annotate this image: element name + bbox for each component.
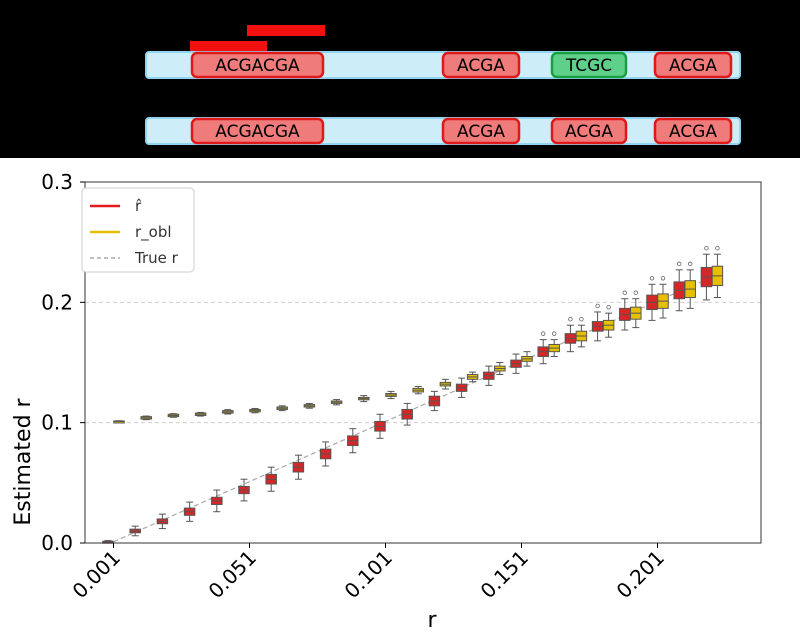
r-hat-box bbox=[537, 331, 549, 365]
y-tick-label: 0.2 bbox=[41, 290, 73, 314]
x-tick-labels: 0.001 0.051 0.101 0.151 0.201 bbox=[68, 543, 669, 603]
r-obl-box bbox=[113, 420, 125, 424]
r-hat-box bbox=[455, 377, 468, 398]
r-obl-box bbox=[194, 411, 207, 417]
r-hat-box bbox=[183, 501, 196, 522]
read-bar-lower bbox=[190, 41, 267, 51]
strand-top-blocks: ACGACGA ACGA TCGC ACGA bbox=[190, 51, 733, 79]
bot-block-label-3: ACGA bbox=[669, 122, 717, 142]
r-hat-box bbox=[510, 353, 522, 374]
y-tick-label: 0.3 bbox=[41, 170, 73, 194]
r-obl-box bbox=[167, 413, 180, 418]
y-tick-label: 0.0 bbox=[41, 531, 73, 555]
plot-frame bbox=[84, 181, 762, 544]
r-obl-box bbox=[222, 409, 234, 415]
x-tick-label: 0.151 bbox=[476, 546, 533, 603]
bot-block-label-2: ACGA bbox=[565, 122, 613, 142]
r-hat-box bbox=[238, 478, 250, 502]
r-hat-box bbox=[401, 402, 413, 426]
bot-block-2 bbox=[550, 117, 628, 145]
strand-bottom-blocks: ACGACGA ACGA ACGA ACGA bbox=[190, 117, 733, 145]
boxplot-chart: 0.0 0.1 0.2 0.3 0.001 0.051 0.101 0.151 0.201 r… bbox=[11, 170, 762, 633]
bot-block-1 bbox=[441, 117, 521, 145]
r-obl-box bbox=[276, 405, 288, 412]
r-obl-box bbox=[684, 261, 696, 309]
r-obl-box bbox=[358, 395, 370, 403]
r-hat-box bbox=[211, 489, 223, 513]
r-obl-box bbox=[303, 402, 316, 409]
box-series bbox=[102, 245, 724, 544]
top-block-0 bbox=[190, 51, 325, 79]
x-tick-label: 0.101 bbox=[340, 546, 397, 603]
read-bar-upper bbox=[247, 25, 325, 36]
r-hat-box bbox=[591, 303, 604, 342]
r-hat-box bbox=[619, 290, 631, 331]
r-hat-box bbox=[156, 513, 169, 530]
bot-block-3 bbox=[653, 117, 733, 145]
r-hat-box bbox=[374, 413, 386, 439]
sequence-diagram: ACGACGA ACGA TCGC ACGA ACGACGA ACGA ACGA ACGA bbox=[0, 0, 800, 158]
legend-label: r_obl bbox=[135, 223, 172, 242]
top-block-label-0: ACGACGA bbox=[215, 56, 300, 76]
r-obl-box bbox=[140, 415, 152, 421]
r-hat-box bbox=[564, 316, 577, 353]
bot-block-0 bbox=[190, 117, 325, 145]
x-tick-label: 0.201 bbox=[612, 546, 669, 603]
r-hat-box bbox=[673, 261, 685, 312]
r-obl-box bbox=[711, 245, 724, 299]
r-hat-box bbox=[428, 390, 441, 412]
legend: r̂ r_obl True r bbox=[81, 187, 195, 273]
r-obl-box bbox=[249, 407, 261, 414]
r-hat-box bbox=[265, 466, 277, 492]
r-obl-box bbox=[521, 351, 533, 367]
r-obl-box bbox=[657, 276, 669, 319]
r-obl-box bbox=[630, 290, 642, 329]
r-hat-box bbox=[292, 454, 305, 480]
r-obl-box bbox=[602, 304, 615, 338]
r-obl-box bbox=[548, 331, 560, 357]
legend-frame bbox=[81, 187, 195, 273]
y-tick-label: 0.1 bbox=[41, 411, 73, 435]
r-hat-box bbox=[129, 525, 141, 537]
x-axis-label: r bbox=[427, 608, 437, 633]
r-obl-box bbox=[439, 378, 452, 390]
top-block-label-1: ACGA bbox=[457, 56, 505, 76]
r-obl-box bbox=[385, 390, 397, 400]
r-obl-box bbox=[466, 371, 479, 383]
r-obl-box bbox=[412, 386, 424, 395]
y-tick-labels: 0.0 0.1 0.2 0.3 bbox=[41, 170, 85, 555]
top-block-label-2: TCGC bbox=[565, 56, 612, 76]
legend-label: True r bbox=[134, 249, 179, 267]
x-tick-label: 0.001 bbox=[68, 546, 125, 603]
r-hat-box bbox=[646, 276, 658, 321]
x-tick-label: 0.051 bbox=[204, 546, 261, 603]
r-obl-box bbox=[575, 316, 588, 348]
top-block-label-3: ACGA bbox=[669, 56, 717, 76]
r-hat-box bbox=[700, 245, 713, 301]
bot-block-label-1: ACGA bbox=[457, 122, 505, 142]
legend-label: r̂ bbox=[135, 197, 142, 215]
top-block-2 bbox=[550, 51, 628, 79]
r-obl-box bbox=[330, 399, 343, 406]
top-block-1 bbox=[441, 51, 521, 79]
bot-block-label-0: ACGACGA bbox=[215, 122, 300, 142]
sequence-diagram-svg: ACGACGA ACGA TCGC ACGA ACGACGA ACGA ACGA ACGA bbox=[145, 25, 741, 145]
top-block-3 bbox=[653, 51, 733, 79]
r-obl-box bbox=[494, 362, 506, 376]
r-hat-box bbox=[347, 428, 359, 454]
r-hat-box bbox=[483, 365, 495, 386]
y-axis-label: Estimated r bbox=[11, 397, 36, 525]
r-hat-box bbox=[319, 441, 332, 467]
